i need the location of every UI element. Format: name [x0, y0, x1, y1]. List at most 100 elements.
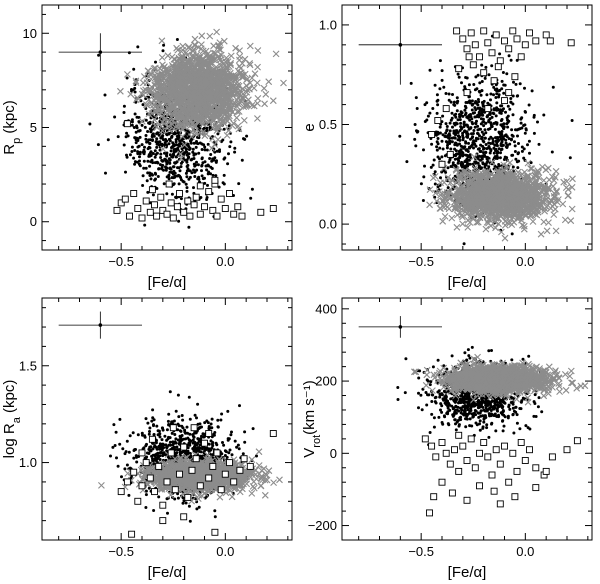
dot-point	[172, 182, 176, 186]
dot-point	[456, 118, 460, 122]
cross-point	[498, 205, 505, 213]
cross-point	[445, 205, 453, 213]
dot-point	[514, 82, 518, 86]
cross-point	[441, 213, 449, 220]
dot-point	[477, 115, 481, 119]
dot-point	[520, 145, 524, 149]
cross-point	[211, 141, 218, 148]
dot-point	[167, 177, 171, 181]
dot-point	[509, 58, 513, 62]
dot-point	[459, 113, 463, 117]
axes-frame-e	[341, 4, 593, 251]
square-point	[484, 105, 492, 113]
cross-point	[437, 179, 444, 187]
dot-point	[159, 136, 163, 140]
dot-point	[470, 99, 474, 103]
dot-point	[523, 86, 526, 90]
cross-point	[221, 74, 229, 81]
cross-point	[239, 60, 246, 67]
dot-point	[135, 124, 139, 128]
dot-point	[487, 165, 491, 169]
y-tick-label: 0	[30, 214, 37, 229]
dot-point	[165, 162, 169, 166]
dot-point	[499, 151, 502, 155]
dot-point	[494, 96, 498, 99]
cross-point	[201, 132, 209, 140]
cross-point	[503, 162, 511, 170]
dot-point	[459, 127, 463, 131]
dot-point	[462, 120, 466, 124]
dot-point	[153, 178, 157, 182]
dot-point	[184, 171, 188, 175]
cross-point	[145, 67, 152, 75]
dot-point	[465, 148, 469, 152]
dot-point	[515, 160, 519, 164]
dot-point	[205, 168, 209, 172]
dot-point	[507, 54, 511, 58]
dot-point	[478, 90, 482, 94]
dot-point	[144, 137, 148, 141]
cross-point	[545, 184, 553, 191]
dot-point	[192, 141, 196, 145]
dot-point	[479, 167, 483, 171]
cross-point	[208, 144, 216, 152]
dot-point	[492, 85, 496, 89]
square-point	[469, 61, 477, 69]
cross-point	[459, 220, 466, 228]
cross-point	[495, 169, 502, 177]
dot-point	[149, 129, 153, 132]
dot-point	[451, 125, 454, 129]
cross-point	[139, 79, 147, 87]
dot-point	[165, 151, 169, 155]
dot-point	[464, 106, 468, 110]
dot-point	[435, 148, 439, 152]
dot-point	[436, 98, 440, 102]
cross-point	[188, 76, 196, 83]
dot-point	[517, 142, 520, 145]
dot-point	[453, 103, 457, 107]
dot-point	[510, 232, 514, 236]
cross-point	[531, 172, 539, 180]
dot-point	[162, 182, 166, 186]
cross-point	[474, 183, 482, 190]
y-axis-label-main: e	[301, 123, 318, 131]
dot-point	[482, 146, 486, 150]
dot-point	[194, 145, 198, 149]
cross-point	[213, 82, 221, 90]
dot-point	[432, 158, 436, 162]
square-point	[434, 117, 442, 124]
dot-point	[472, 129, 476, 132]
cross-point	[500, 173, 508, 180]
square-point	[126, 212, 133, 220]
cross-point	[203, 72, 211, 80]
square-point	[196, 210, 204, 218]
cross-point	[567, 217, 575, 225]
dot-point	[515, 128, 519, 132]
dot-point	[457, 75, 461, 79]
cross-point	[504, 178, 512, 185]
dot-point	[140, 143, 144, 147]
dot-point	[524, 110, 527, 114]
dot-point	[133, 160, 137, 164]
dot-point	[446, 143, 449, 147]
dot-point	[195, 168, 199, 172]
square-point	[463, 89, 471, 97]
cross-point	[543, 189, 551, 197]
dot-point	[468, 146, 472, 150]
square-point	[184, 197, 192, 205]
dot-point	[143, 145, 146, 149]
square-point	[467, 29, 475, 37]
cross-point	[217, 46, 224, 54]
dot-point	[451, 93, 454, 96]
dot-point	[237, 182, 241, 186]
dot-point	[459, 121, 463, 125]
dot-point	[458, 142, 461, 146]
dot-point	[473, 101, 477, 105]
dot-point	[131, 88, 135, 92]
cross-point	[550, 211, 558, 218]
dot-point	[148, 171, 152, 175]
dot-point	[405, 160, 409, 164]
cross-point	[154, 103, 162, 111]
cross-point	[211, 68, 219, 75]
dot-point	[462, 125, 466, 129]
